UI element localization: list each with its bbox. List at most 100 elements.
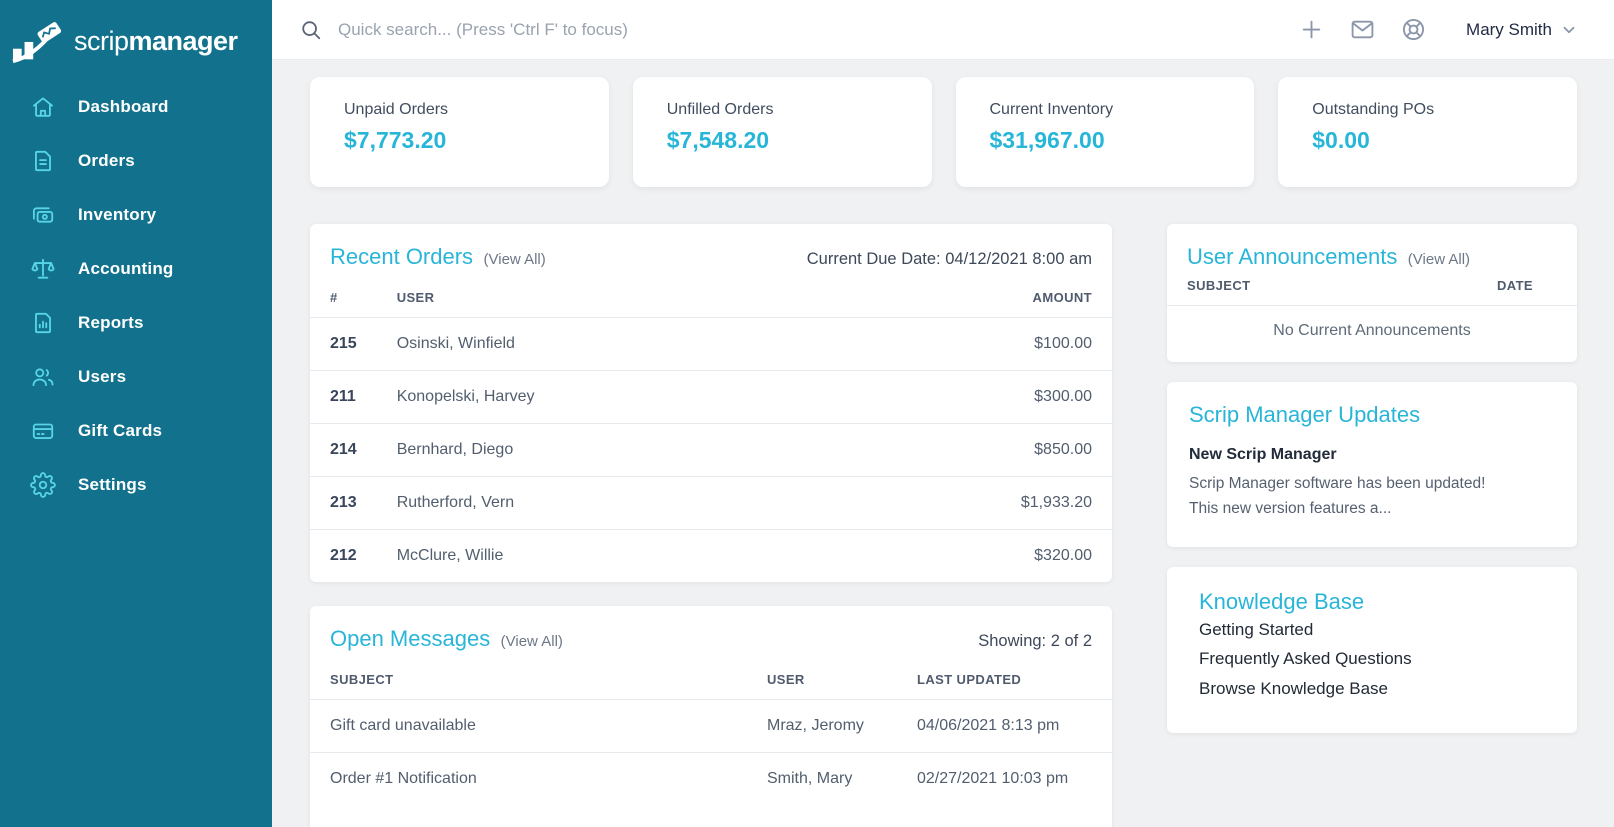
message-subject-cell: Order #1 Notification — [310, 752, 747, 805]
announcements-empty-state: No Current Announcements — [1167, 305, 1577, 362]
table-row[interactable]: 214 Bernhard, Diego $850.00 — [310, 423, 1112, 477]
table-row[interactable]: Order #1 Notification Smith, Mary 02/27/… — [310, 752, 1112, 805]
open-messages-head: Open Messages (View All) Showing: 2 of 2 — [310, 606, 1112, 662]
main-area: Mary Smith Unpaid Orders $7,773.20 Unfil… — [272, 0, 1614, 827]
life-buoy-icon — [1403, 18, 1425, 41]
column-header-num: # — [330, 290, 338, 305]
search-input[interactable] — [338, 19, 938, 40]
topbar: Mary Smith — [272, 0, 1614, 60]
order-amount-cell: $850.00 — [829, 423, 1112, 477]
messages-showing-count: Showing: 2 of 2 — [978, 632, 1092, 650]
sidebar-item-label: Orders — [78, 151, 135, 170]
right-column: User Announcements (View All) SUBJECT DA… — [1167, 224, 1577, 733]
sidebar-item-label: Users — [78, 367, 127, 386]
sidebar-item-settings[interactable]: Settings — [0, 458, 272, 512]
order-user-cell: Rutherford, Vern — [376, 476, 830, 530]
kb-link-browse[interactable]: Browse Knowledge Base — [1199, 678, 1389, 698]
messages-button[interactable] — [1350, 17, 1375, 42]
update-item-title[interactable]: New Scrip Manager — [1189, 446, 1337, 463]
brand-name-light: scrip — [74, 25, 129, 56]
sidebar-nav: Dashboard Orders Inventory Accounting Re… — [0, 80, 272, 512]
sidebar-item-dashboard[interactable]: Dashboard — [0, 80, 272, 134]
sidebar-item-gift-cards[interactable]: Gift Cards — [0, 404, 272, 458]
order-number-cell: 211 — [310, 370, 377, 424]
stat-value: $7,773.20 — [344, 127, 447, 153]
stat-card-current-inventory: Current Inventory $31,967.00 — [955, 77, 1255, 187]
column-header-subject: SUBJECT — [330, 672, 394, 687]
table-row[interactable]: 211 Konopelski, Harvey $300.00 — [310, 370, 1112, 424]
user-name: Mary Smith — [1466, 19, 1552, 39]
knowledge-base-title[interactable]: Knowledge Base — [1199, 589, 1365, 615]
message-subject-cell: Gift card unavailable — [310, 699, 747, 753]
sidebar-item-label: Reports — [78, 313, 144, 332]
gear-icon — [30, 472, 56, 498]
order-user-cell: Bernhard, Diego — [376, 423, 830, 477]
order-number-cell: 214 — [310, 423, 377, 477]
users-icon — [32, 368, 54, 387]
topbar-actions: Mary Smith — [1299, 17, 1578, 42]
update-item-body: Scrip Manager software has been updated!… — [1189, 475, 1486, 518]
sidebar-item-users[interactable]: Users — [0, 350, 272, 404]
order-user-cell: McClure, Willie — [376, 529, 830, 582]
order-amount-cell: $100.00 — [829, 317, 1112, 371]
stat-label: Unpaid Orders — [344, 101, 449, 118]
order-user-cell: Osinski, Winfield — [376, 317, 830, 371]
open-messages-title[interactable]: Open Messages — [330, 626, 491, 651]
stat-value: $31,967.00 — [989, 127, 1105, 153]
order-number-cell: 213 — [310, 476, 377, 530]
recent-orders-view-all-link[interactable]: (View All) — [483, 251, 546, 268]
search-icon — [302, 20, 321, 39]
column-header-date: DATE — [1496, 278, 1533, 293]
announcements-title[interactable]: User Announcements — [1187, 244, 1398, 269]
scales-icon — [31, 258, 55, 279]
open-messages-view-all-link[interactable]: (View All) — [500, 633, 563, 650]
current-due-date: Current Due Date: 04/12/2021 8:00 am — [806, 250, 1092, 268]
announcements-view-all-link[interactable]: (View All) — [1407, 251, 1471, 268]
stat-value: $0.00 — [1312, 127, 1370, 153]
cash-stack-icon — [32, 207, 54, 223]
kb-link-getting-started[interactable]: Getting Started — [1199, 620, 1314, 640]
stat-card-outstanding-pos: Outstanding POs $0.00 — [1278, 77, 1577, 187]
left-column: Recent Orders (View All) Current Due Dat… — [310, 224, 1112, 827]
order-user-cell: Konopelski, Harvey — [376, 370, 830, 424]
user-menu[interactable]: Mary Smith — [1466, 20, 1578, 40]
stat-card-unfilled-orders: Unfilled Orders $7,548.20 — [632, 77, 932, 187]
plus-icon — [1302, 20, 1321, 39]
add-button[interactable] — [1299, 17, 1324, 42]
open-messages-header-row: SUBJECT USER LAST UPDATED — [310, 662, 1112, 700]
home-icon — [32, 97, 54, 117]
sidebar-item-accounting[interactable]: Accounting — [0, 242, 272, 296]
message-user-cell: Smith, Mary — [747, 752, 897, 805]
updates-title[interactable]: Scrip Manager Updates — [1189, 402, 1421, 427]
sidebar-item-reports[interactable]: Reports — [0, 296, 272, 350]
kb-link-faq[interactable]: Frequently Asked Questions — [1199, 649, 1412, 669]
stat-card-unpaid-orders: Unpaid Orders $7,773.20 — [310, 77, 609, 187]
sidebar-item-orders[interactable]: Orders — [0, 134, 272, 188]
chevron-down-icon — [1563, 26, 1575, 33]
column-header-subject: SUBJECT — [1187, 278, 1251, 293]
recent-orders-title[interactable]: Recent Orders — [330, 244, 474, 269]
app-logo[interactable]: scripmanager — [0, 12, 272, 80]
announcements-head: User Announcements (View All) — [1167, 224, 1577, 274]
table-row[interactable]: 215 Osinski, Winfield $100.00 — [310, 317, 1112, 371]
sidebar-item-inventory[interactable]: Inventory — [0, 188, 272, 242]
table-row[interactable]: Gift card unavailable Mraz, Jeromy 04/06… — [310, 699, 1112, 753]
stat-label: Outstanding POs — [1312, 101, 1435, 118]
sidebar-item-label: Inventory — [78, 205, 157, 224]
announcements-table: SUBJECT DATE — [1167, 274, 1577, 305]
table-row[interactable]: 213 Rutherford, Vern $1,933.20 — [310, 476, 1112, 530]
column-header-user: USER — [396, 290, 435, 305]
recent-orders-head: Recent Orders (View All) Current Due Dat… — [310, 224, 1112, 280]
brand-chart-pen-icon — [12, 22, 62, 64]
message-updated-cell: 02/27/2021 10:03 pm — [897, 752, 1112, 805]
support-button[interactable] — [1401, 17, 1426, 42]
column-header-user: USER — [767, 672, 805, 687]
order-amount-cell: $320.00 — [829, 529, 1112, 582]
sidebar-item-label: Settings — [78, 475, 147, 494]
dashboard-columns: Recent Orders (View All) Current Due Dat… — [310, 224, 1577, 827]
report-icon — [35, 312, 51, 334]
order-number-cell: 212 — [310, 529, 377, 582]
table-row[interactable]: 212 McClure, Willie $320.00 — [310, 529, 1112, 582]
recent-orders-table: # USER AMOUNT 215 Osinski, Winfield $100… — [310, 280, 1112, 582]
brand-name-bold: manager — [128, 25, 239, 56]
